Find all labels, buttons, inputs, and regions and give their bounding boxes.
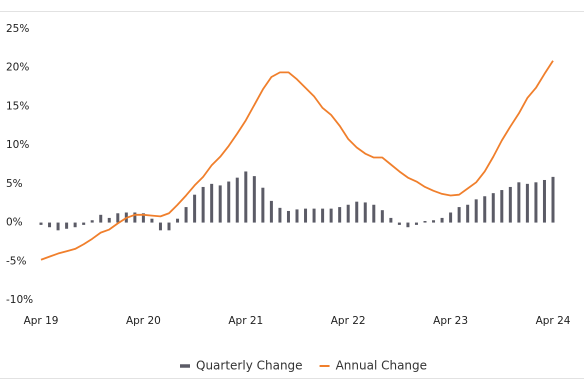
bar: [261, 187, 265, 223]
bar: [150, 218, 154, 223]
bar: [363, 202, 367, 223]
bar: [141, 213, 145, 223]
bar: [269, 200, 273, 223]
bar: [346, 204, 350, 223]
bar: [440, 217, 444, 223]
y-tick-label: -5%: [6, 255, 26, 267]
bar: [90, 220, 94, 223]
y-tick-label: 20%: [6, 62, 29, 74]
bar: [286, 210, 290, 223]
x-tick-label: Apr 21: [228, 315, 263, 327]
bar: [406, 222, 410, 228]
bar: [517, 182, 521, 223]
bar: [312, 208, 316, 223]
bar: [355, 201, 359, 223]
bar: [65, 222, 69, 229]
bar: [466, 204, 470, 223]
bar: [372, 204, 376, 223]
bar: [500, 190, 504, 223]
bar: [201, 186, 205, 223]
bar: [397, 222, 401, 225]
bar: [244, 171, 248, 223]
bar: [295, 209, 299, 223]
bar: [193, 194, 197, 223]
bar: [508, 186, 512, 223]
bar: [48, 222, 52, 228]
bar: [116, 213, 120, 223]
bar: [474, 199, 478, 223]
y-tick-label: 5%: [6, 178, 23, 190]
y-tick-label: 0%: [6, 217, 23, 229]
bar: [551, 176, 555, 223]
line: [40, 60, 554, 261]
bar: [56, 222, 60, 231]
y-tick-label: -10%: [6, 294, 33, 306]
bar: [432, 220, 436, 223]
legend-text: Annual Change: [336, 359, 427, 373]
bar: [534, 182, 538, 223]
bar: [184, 207, 188, 223]
bar: [82, 222, 86, 225]
y-tick-label: 15%: [6, 100, 29, 112]
bar: [278, 207, 282, 223]
bar: [414, 222, 418, 225]
bar: [133, 212, 137, 223]
bar: [525, 183, 529, 223]
bar: [483, 196, 487, 223]
bar: [329, 208, 333, 223]
bar: [39, 222, 43, 225]
x-tick-label: Apr 24: [536, 315, 571, 327]
legend-text: Quarterly Change: [196, 359, 303, 373]
bar: [210, 183, 214, 223]
bar: [449, 212, 453, 223]
bar: [158, 222, 162, 231]
y-tick-label: 25%: [6, 23, 29, 35]
bar: [73, 222, 77, 228]
bar: [227, 181, 231, 223]
bar: [423, 221, 427, 223]
bar: [321, 208, 325, 223]
bar: [491, 193, 495, 223]
bar: [235, 177, 239, 223]
y-tick-label: 10%: [6, 139, 29, 151]
bar: [167, 222, 171, 231]
bar: [304, 208, 308, 223]
bar: [99, 214, 103, 223]
bar: [389, 217, 393, 223]
x-tick-label: Apr 22: [331, 315, 366, 327]
bar: [380, 210, 384, 223]
x-tick-label: Apr 20: [126, 315, 161, 327]
bar: [457, 207, 461, 223]
bar: [252, 176, 256, 223]
bar: [107, 217, 111, 223]
bar: [218, 185, 222, 223]
x-tick-label: Apr 23: [433, 315, 468, 327]
bar: [338, 207, 342, 223]
bar: [542, 179, 546, 223]
x-tick-label: Apr 19: [24, 315, 59, 327]
bar: [176, 218, 180, 223]
